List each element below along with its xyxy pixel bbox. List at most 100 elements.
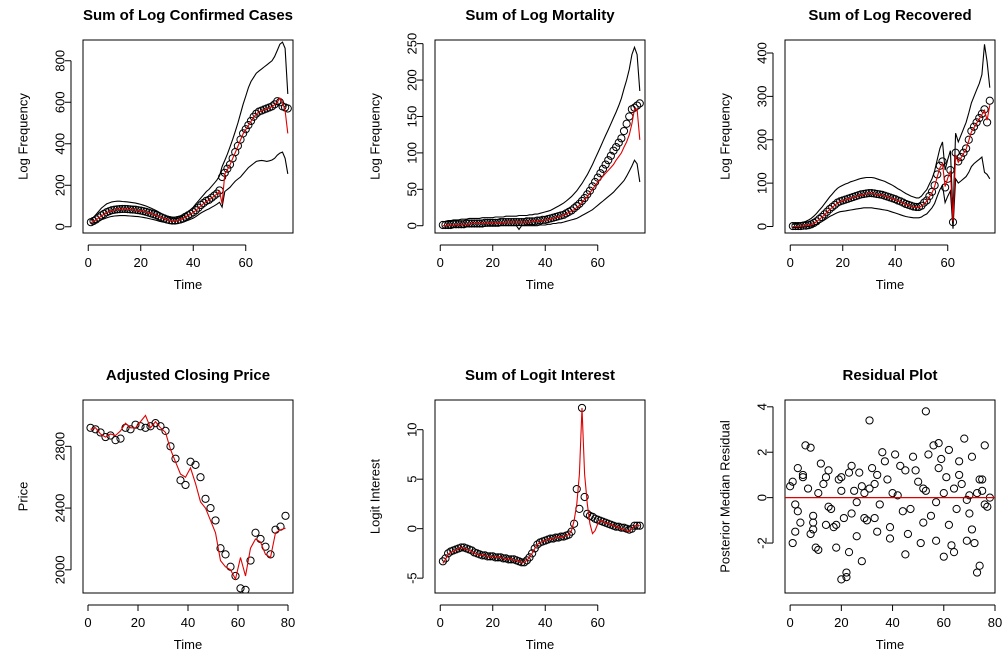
lower-line	[90, 151, 289, 225]
observed-point	[246, 556, 255, 565]
observed-point	[211, 516, 220, 525]
observed-point	[111, 436, 120, 445]
y-tick-label: 200	[53, 174, 68, 196]
lower-line	[442, 159, 641, 231]
residual-point	[893, 491, 902, 500]
panel-title: Sum of Log Recovered	[808, 7, 971, 24]
fit-line	[90, 97, 289, 224]
observed-point	[206, 503, 215, 513]
residual-point	[788, 538, 797, 548]
y-tick-label: 10	[405, 422, 420, 436]
residual-point	[850, 486, 859, 495]
y-axis-label: Log Frequency	[368, 93, 383, 180]
x-tick-label: 60	[591, 615, 605, 630]
residual-point	[962, 536, 971, 545]
plot-frame	[82, 399, 294, 594]
residual-point	[906, 504, 915, 514]
residual-point	[806, 443, 815, 452]
observed-point	[189, 208, 198, 217]
residual-point	[821, 473, 831, 482]
observed-point	[197, 200, 206, 210]
y-tick-label: 0	[405, 525, 420, 532]
y-tick-label: 600	[53, 91, 68, 113]
residual-point	[837, 575, 846, 584]
x-axis-label: Time	[526, 277, 554, 292]
residual-point	[901, 550, 910, 559]
y-tick-label: 0	[755, 494, 770, 501]
residual-point	[924, 450, 933, 459]
data-area	[438, 45, 644, 231]
observed-point	[596, 169, 605, 178]
observed-point	[191, 206, 200, 215]
y-tick-label: 250	[405, 33, 420, 55]
residual-point	[972, 488, 982, 498]
observed-point	[959, 148, 968, 157]
observed-point	[156, 422, 165, 431]
residual-point	[809, 511, 818, 520]
observed-point	[165, 216, 174, 225]
observed-point	[239, 129, 248, 138]
residual-point	[931, 498, 941, 507]
observed-point	[820, 210, 829, 219]
residual-point	[908, 452, 918, 461]
residual-point	[903, 529, 913, 539]
y-tick-label: 100	[405, 142, 420, 164]
panel-title: Adjusted Closing Price	[106, 367, 270, 384]
y-tick-label: 100	[755, 172, 770, 194]
residual-point	[857, 557, 866, 566]
residual-point	[862, 516, 872, 525]
residual-point	[847, 509, 856, 518]
residual-point	[788, 477, 797, 486]
residual-point	[824, 466, 833, 475]
observed-point	[207, 193, 216, 202]
observed-point	[967, 126, 976, 136]
plot-frame	[434, 399, 646, 594]
y-tick-label: 50	[405, 182, 420, 196]
observed-point	[438, 557, 447, 566]
y-tick-label: 2	[755, 449, 770, 456]
residual-point	[801, 441, 810, 450]
residual-point	[896, 461, 905, 470]
residual-point	[873, 527, 882, 536]
panel-5: Sum of Logit Interest 0 20 40 60 Time -5 0 5 10 Lo…	[368, 367, 646, 652]
x-tick-label: 40	[538, 615, 552, 630]
observed-point	[141, 423, 150, 432]
y-axis: -2 0 2 4	[755, 403, 774, 549]
residual-point	[814, 488, 823, 498]
x-tick-label: 0	[787, 255, 794, 270]
observed-point	[922, 196, 931, 205]
residual-point	[944, 445, 954, 455]
residual-point	[978, 486, 987, 495]
observed-point	[969, 122, 979, 131]
residual-point	[970, 538, 979, 548]
residual-point	[978, 475, 987, 484]
residual-point	[791, 500, 800, 509]
observed-point	[617, 134, 626, 143]
panel-6: Residual Plot 0 20 40 60 80 Time -2 0 2 4 Posterior…	[718, 367, 1003, 652]
y-axis: -5 0 5 10	[405, 422, 424, 584]
plot-frame	[82, 39, 294, 234]
observed-point	[585, 186, 594, 195]
residual-point	[865, 416, 874, 425]
lower-line	[792, 156, 991, 229]
observed-point	[567, 206, 576, 215]
y-tick-label: 150	[405, 106, 420, 128]
observed-point	[161, 426, 170, 435]
residual-point	[811, 543, 820, 552]
x-axis: 0 20 40 60	[437, 604, 605, 630]
observed-point	[528, 549, 537, 558]
x-axis-label: Time	[174, 637, 202, 652]
residual-point	[911, 466, 920, 475]
observed-point	[116, 434, 125, 443]
x-tick-label: 60	[591, 255, 605, 270]
x-tick-label: 60	[231, 615, 245, 630]
x-tick-label: 80	[281, 615, 295, 630]
residual-point	[942, 473, 951, 482]
residual-point	[891, 450, 900, 459]
observed-point	[633, 521, 642, 530]
x-axis-label: Time	[174, 277, 202, 292]
residual-point	[829, 523, 838, 532]
observed-point	[136, 422, 145, 431]
